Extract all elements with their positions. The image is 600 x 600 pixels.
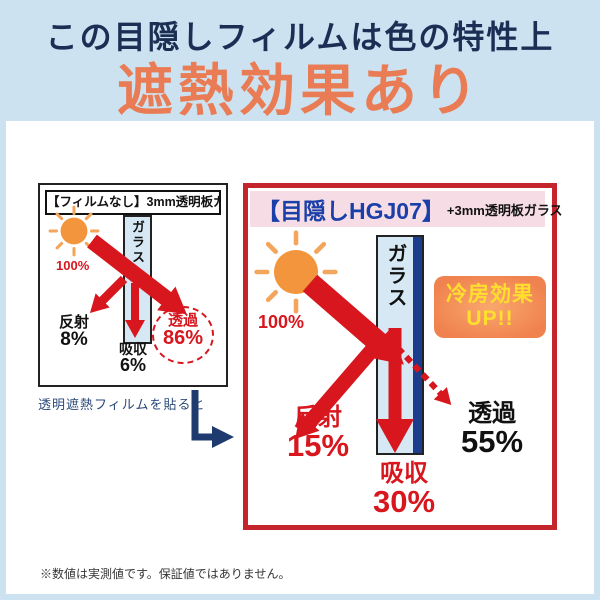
absorb-stat: 吸収 30% xyxy=(362,460,446,520)
reflect-arrow xyxy=(89,275,128,314)
glass-label: ガラス xyxy=(130,220,145,265)
glass-pane: ガラス xyxy=(123,215,152,344)
headline-line2: 遮熱効果あり xyxy=(117,59,483,122)
disclaimer-note: ※数値は実測値です。保証値ではありません。 xyxy=(40,567,291,581)
absorb-label: 吸収 xyxy=(119,341,147,357)
reflect-value: 8% xyxy=(60,329,88,351)
product-suffix: +3mm透明板ガラス xyxy=(446,202,563,218)
transmit-stat: 透過 55% xyxy=(450,400,534,460)
film-layer xyxy=(413,237,422,453)
absorb-label: 吸収 xyxy=(380,460,428,487)
absorb-value: 6% xyxy=(119,355,146,376)
transmit-label: 透過 xyxy=(468,400,516,427)
product-name: 【目隠しHGJ07】 xyxy=(257,198,445,224)
incident-value: 100% xyxy=(56,258,90,273)
before-diagram: 【フィルムなし】3mm透明板ガラス ガラス 10 xyxy=(38,183,228,387)
reflect-label: 反射 xyxy=(58,314,89,331)
absorb-stat: 吸収 6% xyxy=(110,342,156,375)
headline-line1: この目隠しフィルムは色の特性上 xyxy=(45,19,555,55)
transmit-value: 55% xyxy=(460,424,524,460)
reflect-stat: 反射 15% xyxy=(276,404,360,464)
badge-line2: UP!! xyxy=(466,307,514,331)
connector-caption: 透明遮熱フィルムを貼ると xyxy=(38,397,206,412)
absorb-value: 30% xyxy=(372,484,436,520)
cooling-effect-badge: 冷房効果 UP!! xyxy=(434,276,546,338)
incident-value: 100% xyxy=(258,312,305,332)
badge-line1: 冷房効果 xyxy=(446,283,534,306)
reflect-stat: 反射 8% xyxy=(46,315,102,350)
transmit-value: 86% xyxy=(162,327,204,349)
reflect-value: 15% xyxy=(286,428,350,464)
reflect-label: 反射 xyxy=(294,404,342,431)
after-title: 【目隠しHGJ07】 +3mm透明板ガラス xyxy=(250,191,563,227)
sun-icon xyxy=(254,230,338,314)
transmit-stat-circle: 透過 86% xyxy=(152,306,214,364)
transmit-label: 透過 xyxy=(167,312,198,329)
glass-pane-with-film: ガラス xyxy=(376,235,424,455)
after-diagram: 【目隠しHGJ07】 +3mm透明板ガラス ガラス xyxy=(243,183,563,530)
glass-label: ガラス xyxy=(384,243,406,309)
incident-arrow xyxy=(302,274,404,365)
before-title: 【フィルムなし】3mm透明板ガラス xyxy=(45,190,221,215)
